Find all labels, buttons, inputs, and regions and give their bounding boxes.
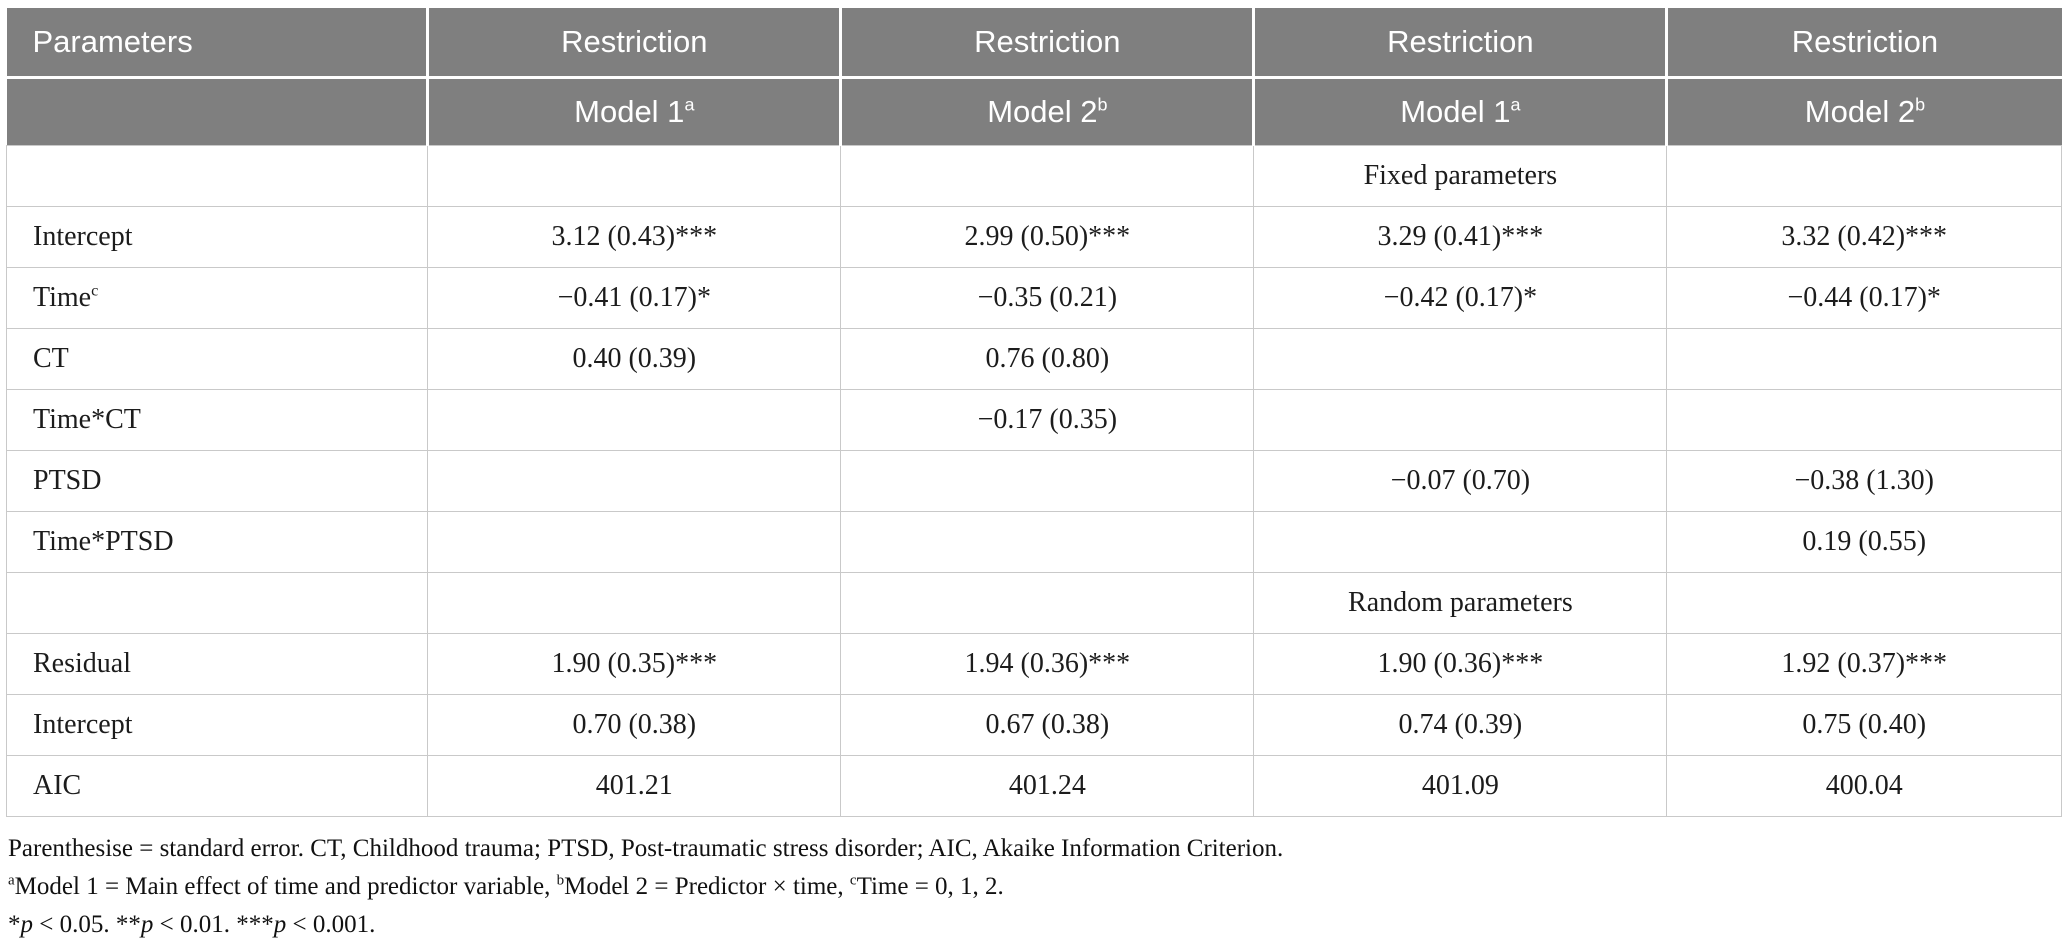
footnote-abbreviations: Parenthesise = standard error. CT, Child… [8,835,1284,862]
cell-value [840,450,1255,512]
cell-section-label [1666,572,2062,634]
cell-value: 2.99 (0.50)*** [840,206,1255,268]
cell-parameter-label: Timec [5,267,429,329]
cell-section-label [840,145,1255,207]
cell-parameter-label: Time*PTSD [5,511,429,573]
col-header-blank [6,77,430,146]
results-table: Parameters Restriction Restriction Restrict… [5,8,2062,817]
table-row: CT 0.40 (0.39) 0.76 (0.80) [5,328,2062,390]
col-header-parameters: Parameters [6,8,430,79]
cell-value [1666,328,2062,390]
cell-value: 1.90 (0.35)*** [427,633,842,695]
cell-value [1666,389,2062,451]
cell-value: 3.29 (0.41)*** [1253,206,1668,268]
cell-value: 401.09 [1253,755,1668,817]
table-row: Intercept 3.12 (0.43)*** 2.99 (0.50)*** 3.2… [5,206,2062,268]
cell-value: 0.75 (0.40) [1666,694,2062,756]
cell-value: 400.04 [1666,755,2062,817]
cell-parameter-label [5,145,429,207]
table-row: Residual 1.90 (0.35)*** 1.94 (0.36)*** 1.90… [5,633,2062,695]
table-footnotes: Parenthesise = standard error. CT, Child… [6,830,2062,944]
cell-value: 401.21 [427,755,842,817]
cell-value: 0.40 (0.39) [427,328,842,390]
footnote-significance-levels: *p < 0.05. **p < 0.01. ***p < 0.001. [8,911,376,938]
cell-value [1253,328,1668,390]
col-header-restriction: Restriction [1666,8,2062,79]
cell-value: 0.70 (0.38) [427,694,842,756]
cell-parameter-label: AIC [5,755,429,817]
table-row: Time*CT −0.17 (0.35) [5,389,2062,451]
cell-value [427,450,842,512]
cell-value: −0.41 (0.17)* [427,267,842,329]
cell-parameter-label [5,572,429,634]
cell-value [1253,389,1668,451]
col-header-restriction: Restriction [1253,8,1669,79]
table-row: AIC 401.21 401.24 401.09 400.04 [5,755,2062,817]
cell-value: −0.17 (0.35) [840,389,1255,451]
cell-section-label: Fixed parameters [1253,145,1668,207]
table-header: Parameters Restriction Restriction Restrict… [6,8,2062,146]
cell-parameter-label: Intercept [5,206,429,268]
cell-parameter-label: CT [5,328,429,390]
header-row-models: Model 1a Model 2b Model 1a Model 2b [6,77,2062,146]
section-row: Random parameters [5,572,2062,634]
cell-value: 3.12 (0.43)*** [427,206,842,268]
cell-value: 1.94 (0.36)*** [840,633,1255,695]
cell-section-label [840,572,1255,634]
cell-value [427,511,842,573]
cell-value: 0.67 (0.38) [840,694,1255,756]
cell-parameter-label: Intercept [5,694,429,756]
table-row: PTSD −0.07 (0.70) −0.38 (1.30) [5,450,2062,512]
section-row: Fixed parameters [5,145,2062,207]
col-header-model: Model 2b [1666,77,2062,146]
cell-value: 1.90 (0.36)*** [1253,633,1668,695]
cell-value: −0.07 (0.70) [1253,450,1668,512]
cell-value: 3.32 (0.42)*** [1666,206,2062,268]
cell-value: 0.74 (0.39) [1253,694,1668,756]
cell-parameter-label: PTSD [5,450,429,512]
col-header-model: Model 1a [427,77,843,146]
footnote-model-definitions: aModel 1 = Main effect of time and predi… [8,872,1004,900]
table-body: Fixed parameters Intercept 3.12 (0.43)*** 2… [5,145,2062,817]
cell-section-label: Random parameters [1253,572,1668,634]
cell-section-label [1666,145,2062,207]
cell-section-label [427,572,842,634]
header-row-group: Parameters Restriction Restriction Restrict… [6,8,2062,79]
cell-value: 1.92 (0.37)*** [1666,633,2062,695]
cell-value [427,389,842,451]
cell-section-label [427,145,842,207]
table-row: Timec −0.41 (0.17)* −0.35 (0.21) −0.42 (0.1… [5,267,2062,329]
col-header-restriction: Restriction [427,8,843,79]
cell-value: −0.38 (1.30) [1666,450,2062,512]
cell-value: −0.44 (0.17)* [1666,267,2062,329]
cell-parameter-label: Time*CT [5,389,429,451]
col-header-restriction: Restriction [840,8,1256,79]
cell-value: −0.35 (0.21) [840,267,1255,329]
cell-value: 0.76 (0.80) [840,328,1255,390]
cell-parameter-label: Residual [5,633,429,695]
cell-value [1253,511,1668,573]
cell-value: 401.24 [840,755,1255,817]
cell-value: −0.42 (0.17)* [1253,267,1668,329]
cell-value: 0.19 (0.55) [1666,511,2062,573]
cell-value [840,511,1255,573]
col-header-model: Model 2b [840,77,1256,146]
table-row: Time*PTSD 0.19 (0.55) [5,511,2062,573]
col-header-model: Model 1a [1253,77,1669,146]
table-row: Intercept 0.70 (0.38) 0.67 (0.38) 0.74 (0.3… [5,694,2062,756]
